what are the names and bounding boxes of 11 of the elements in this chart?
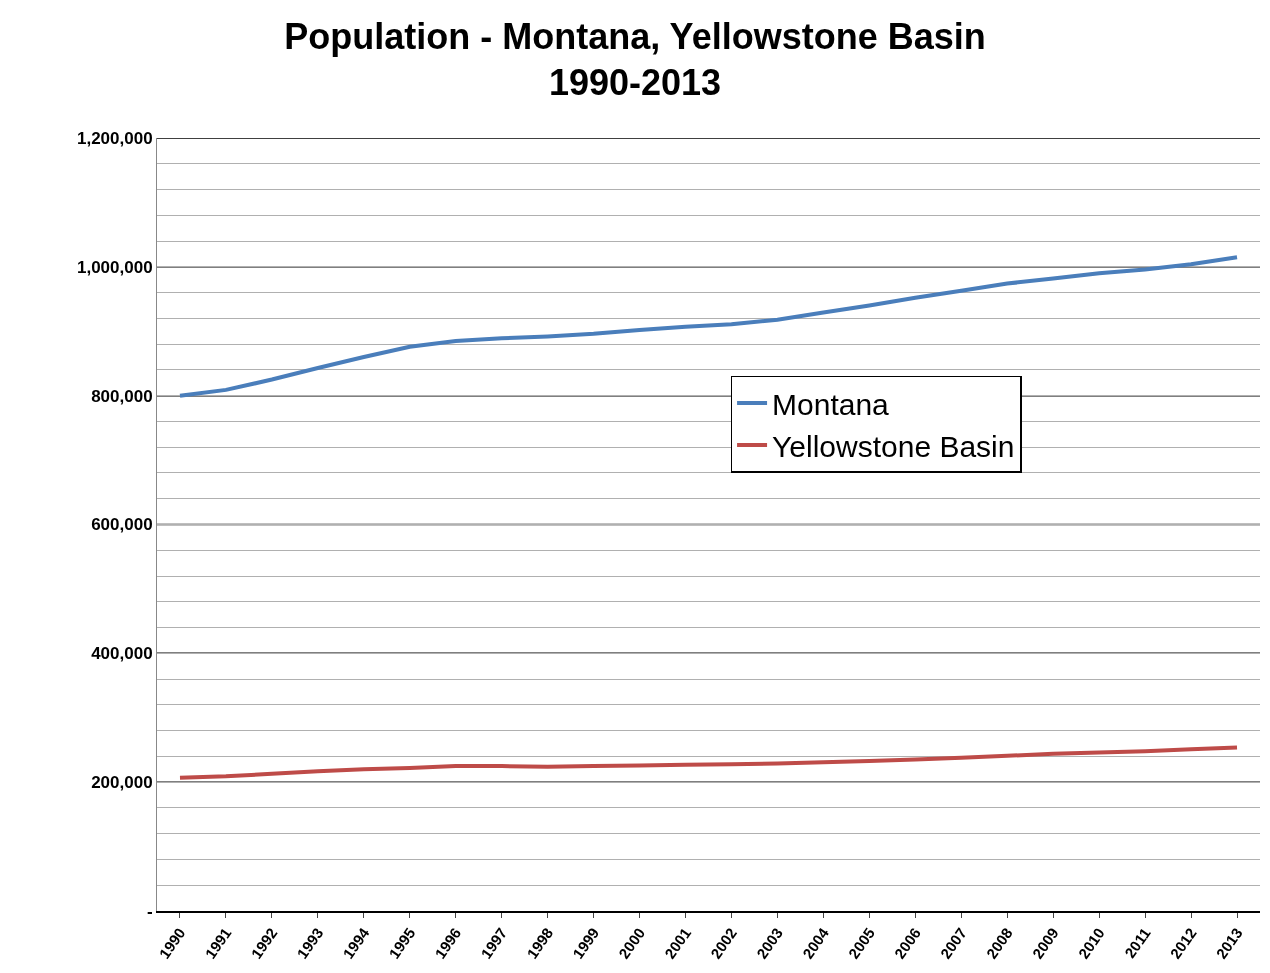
y-tick-label: - xyxy=(146,901,153,921)
y-tick-label: 1,000,000 xyxy=(76,257,153,277)
y-tick-label: 1,200,000 xyxy=(76,128,153,148)
legend-label: Yellowstone Basin xyxy=(772,429,1015,463)
chart-title: Population - Montana, Yellowstone Basin 1990-2013 xyxy=(284,15,986,104)
line-series xyxy=(177,745,1240,780)
y-tick-label: 600,000 xyxy=(91,515,153,535)
y-tick-label: 400,000 xyxy=(91,644,153,664)
y-tick-label: 800,000 xyxy=(91,386,153,406)
legend-label: Montana xyxy=(772,387,890,421)
y-tick-label: 200,000 xyxy=(91,773,153,793)
